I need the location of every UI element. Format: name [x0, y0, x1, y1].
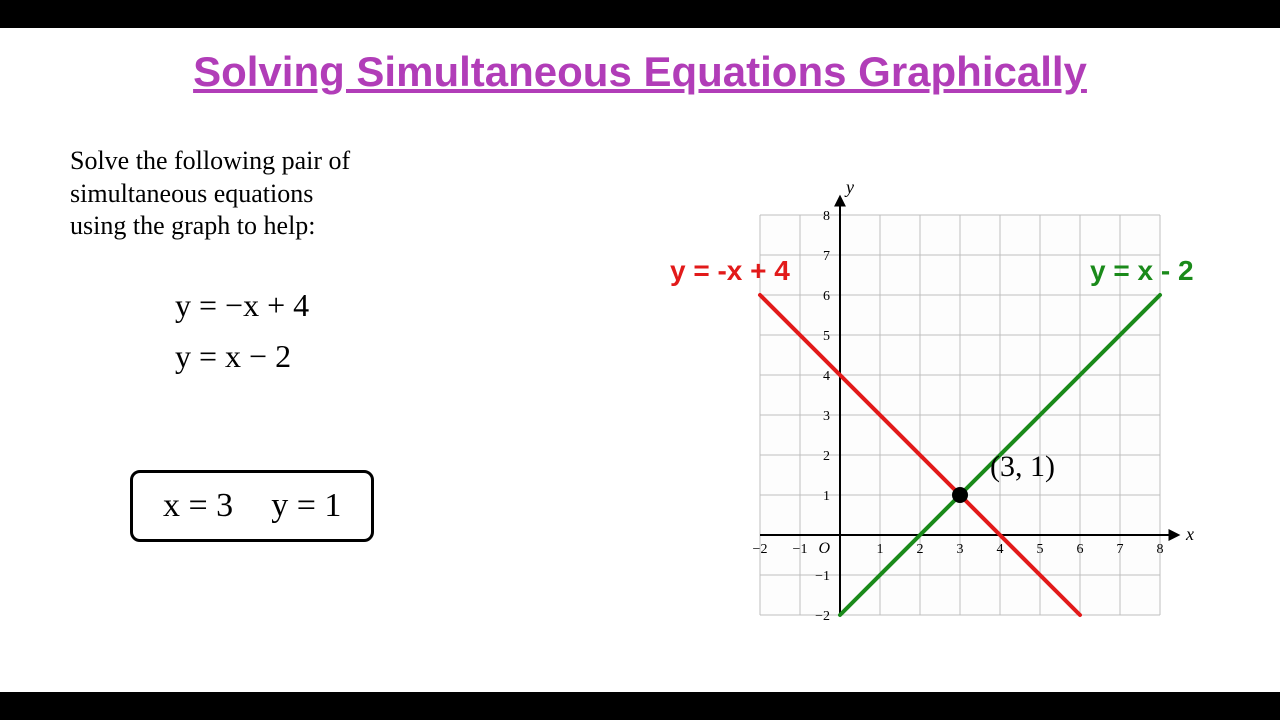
svg-text:−2: −2	[753, 542, 768, 557]
letterbox-top	[0, 0, 1280, 28]
svg-text:1: 1	[823, 489, 830, 504]
page-title: Solving Simultaneous Equations Graphical…	[0, 48, 1280, 96]
answer-y: y = 1	[271, 487, 341, 525]
graph: −2−112345678−2−112345678Oxy y = -x + 4 y…	[680, 155, 1210, 655]
answer-x: x = 3	[163, 487, 233, 525]
svg-text:x: x	[1185, 524, 1194, 544]
svg-text:6: 6	[823, 289, 830, 304]
problem-line-3: using the graph to help:	[70, 210, 510, 243]
svg-text:3: 3	[823, 409, 830, 424]
svg-text:4: 4	[823, 369, 830, 384]
svg-text:5: 5	[1037, 542, 1044, 557]
intersection-label: (3, 1)	[990, 450, 1055, 484]
svg-text:4: 4	[997, 542, 1004, 557]
svg-text:−1: −1	[815, 569, 830, 584]
problem-line-1: Solve the following pair of	[70, 145, 510, 178]
svg-text:3: 3	[957, 542, 964, 557]
svg-text:8: 8	[823, 209, 830, 224]
svg-text:5: 5	[823, 329, 830, 344]
problem-line-2: simultaneous equations	[70, 178, 510, 211]
equation-1: y = −x + 4	[175, 280, 309, 331]
equation-2: y = x − 2	[175, 331, 309, 382]
svg-text:8: 8	[1157, 542, 1164, 557]
equation-list: y = −x + 4 y = x − 2	[175, 280, 309, 382]
problem-statement: Solve the following pair of simultaneous…	[70, 145, 510, 243]
svg-text:2: 2	[917, 542, 924, 557]
svg-text:O: O	[818, 540, 830, 557]
graph-svg: −2−112345678−2−112345678Oxy	[720, 175, 1180, 635]
svg-text:y: y	[844, 177, 854, 197]
line-label-red: y = -x + 4	[670, 255, 790, 287]
svg-text:7: 7	[1117, 542, 1124, 557]
svg-text:2: 2	[823, 449, 830, 464]
svg-text:6: 6	[1077, 542, 1084, 557]
svg-text:7: 7	[823, 249, 830, 264]
svg-text:−1: −1	[793, 542, 808, 557]
answer-box: x = 3 y = 1	[130, 470, 374, 542]
letterbox-bottom	[0, 692, 1280, 720]
line-label-green: y = x - 2	[1090, 255, 1194, 287]
svg-text:−2: −2	[815, 609, 830, 624]
svg-text:1: 1	[877, 542, 884, 557]
